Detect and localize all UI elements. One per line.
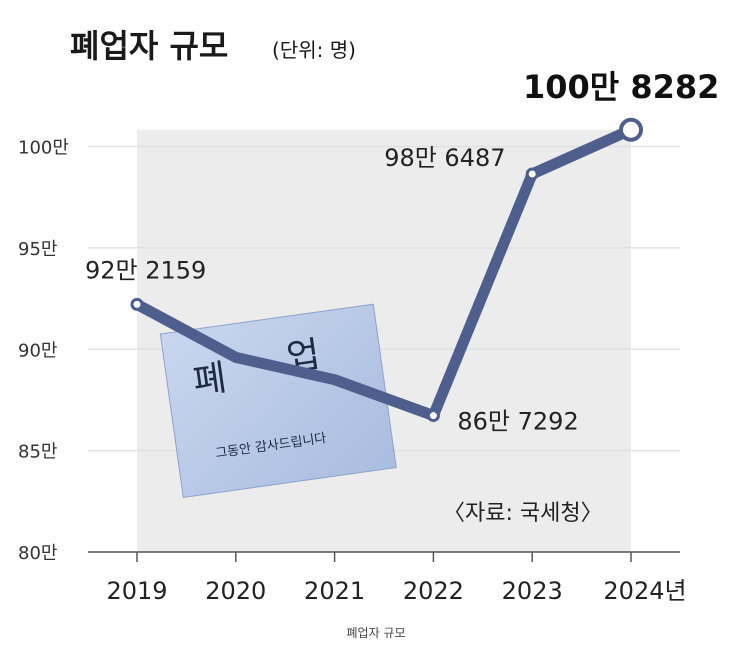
data-label: 86만 7292 (457, 408, 578, 436)
y-tick-label: 100만 (18, 138, 69, 159)
data-label: 98만 6487 (384, 144, 505, 172)
chart-unit: (단위: 명) (272, 38, 356, 62)
y-tick-label: 85만 (18, 442, 57, 463)
x-tick-label: 2019 (106, 577, 167, 605)
image-caption: 폐업자 규모 (346, 626, 405, 640)
y-tick-label: 90만 (18, 340, 57, 361)
data-point (426, 409, 440, 423)
x-tick-label: 2022 (403, 577, 464, 605)
x-tick-label: 2021 (304, 577, 365, 605)
x-axis-tick-marks (136, 552, 632, 562)
x-tick-label: 2024년 (603, 577, 686, 605)
data-point (619, 117, 643, 142)
data-point (130, 297, 144, 311)
x-tick-label: 2020 (205, 577, 266, 605)
series-line-closures (131, 124, 637, 422)
data-points (130, 117, 643, 423)
data-labels: 92만 2159 86만 7292 98만 6487 100만 8282 (85, 68, 719, 436)
chart-title: 폐업자 규모 (70, 27, 228, 65)
y-tick-label: 80만 (18, 543, 57, 564)
source-note: 〈자료: 국세청〉 (443, 501, 603, 526)
data-label: 100만 8282 (523, 68, 719, 106)
y-tick-label: 95만 (18, 239, 57, 260)
data-point (525, 167, 539, 181)
x-axis-ticks: 2019 2020 2021 2022 2023 2024년 (106, 577, 686, 605)
photo-text-pye: 폐 (191, 358, 230, 403)
y-axis-ticks: 80만 85만 90만 95만 100만 (18, 138, 69, 564)
x-tick-label: 2023 (502, 577, 563, 605)
data-label: 92만 2159 (85, 256, 206, 284)
